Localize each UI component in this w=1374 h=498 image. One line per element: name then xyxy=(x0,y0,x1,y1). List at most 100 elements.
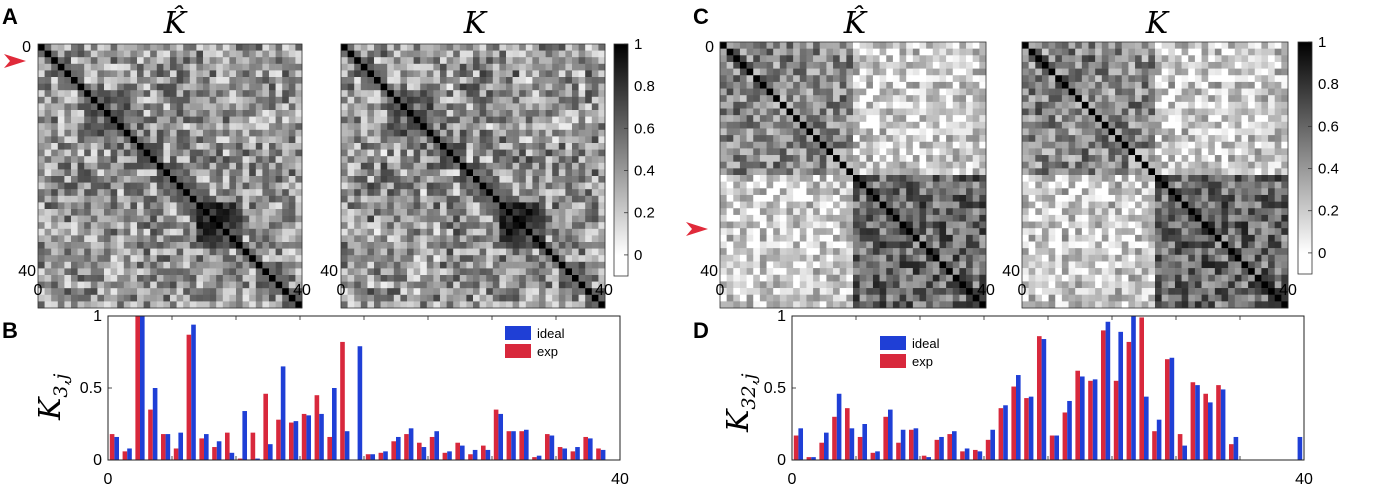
heatmap-cell xyxy=(532,248,540,256)
heatmap-cell xyxy=(400,235,408,243)
heatmap-cell xyxy=(249,90,257,98)
heatmap-cell xyxy=(275,96,283,104)
heatmap-cell xyxy=(44,202,52,210)
heatmap-cell xyxy=(44,261,52,269)
heatmap-cell xyxy=(912,88,920,96)
heatmap-cell xyxy=(360,90,368,98)
heatmap-cell xyxy=(932,148,940,156)
heatmap-cell xyxy=(512,50,520,58)
heatmap-cell xyxy=(753,288,761,295)
heatmap-cell xyxy=(275,176,283,183)
heatmap-cell xyxy=(466,70,474,78)
heatmap-cell xyxy=(473,123,480,131)
heatmap-cell xyxy=(720,261,727,269)
heatmap-cell xyxy=(598,209,606,216)
heatmap-cell xyxy=(51,209,59,216)
heatmap-cell xyxy=(799,75,807,83)
heatmap-cell xyxy=(347,143,355,150)
heatmap-cell xyxy=(872,294,880,302)
heatmap-cell xyxy=(84,255,92,263)
heatmap-cell xyxy=(440,248,447,256)
heatmap-cell xyxy=(912,274,920,282)
heatmap-cell xyxy=(275,182,283,190)
heatmap-cell xyxy=(585,63,593,71)
heatmap-cell xyxy=(209,77,217,84)
heatmap-cell xyxy=(1035,42,1043,49)
heatmap-cell xyxy=(426,169,434,177)
heatmap-cell xyxy=(156,222,164,230)
heatmap-cell xyxy=(440,90,447,98)
heatmap-cell xyxy=(433,235,441,243)
heatmap-cell xyxy=(966,148,973,156)
heatmap-cell xyxy=(826,101,834,109)
heatmap-cell xyxy=(97,96,105,104)
heatmap-cell xyxy=(846,68,854,76)
heatmap-cell xyxy=(130,248,138,256)
heatmap-cell xyxy=(506,261,513,269)
heatmap-cell xyxy=(242,77,250,84)
heatmap-cell xyxy=(952,175,960,182)
heatmap-cell xyxy=(859,188,867,196)
heatmap-cell xyxy=(420,83,428,91)
heatmap-cell xyxy=(912,42,920,49)
heatmap-cell xyxy=(236,123,243,131)
heatmap-cell xyxy=(952,248,960,256)
heatmap-cell xyxy=(236,261,243,269)
heatmap-cell xyxy=(433,162,441,170)
heatmap-cell xyxy=(946,101,954,109)
heatmap-cell xyxy=(71,228,78,236)
heatmap-cell xyxy=(799,214,807,222)
heatmap-cell xyxy=(473,77,480,84)
heatmap-cell xyxy=(209,90,217,98)
heatmap-cell xyxy=(598,143,606,150)
heatmap-cell xyxy=(779,81,787,89)
heatmap-cell xyxy=(117,149,125,157)
heatmap-cell xyxy=(572,162,579,170)
heatmap-cell xyxy=(892,55,900,63)
heatmap-cell xyxy=(512,261,520,269)
heatmap-cell xyxy=(360,96,368,104)
heatmap-cell xyxy=(819,181,827,189)
heatmap-cell xyxy=(77,242,85,249)
heatmap-cell xyxy=(156,156,164,164)
heatmap-cell xyxy=(137,156,144,164)
heatmap-cell xyxy=(979,194,987,202)
heatmap-cell xyxy=(932,115,940,123)
heatmap-cell xyxy=(269,182,276,190)
heatmap-cell xyxy=(859,194,867,202)
heatmap-cell xyxy=(380,248,388,256)
heatmap-cell xyxy=(130,261,138,269)
heatmap-cell xyxy=(242,169,250,177)
heatmap-cell xyxy=(170,143,177,150)
heatmap-cell xyxy=(117,136,125,144)
heatmap-cell xyxy=(393,176,401,183)
heatmap-cell xyxy=(71,176,78,183)
heatmap-cell xyxy=(492,149,500,157)
heatmap-cell xyxy=(979,55,987,63)
heatmap-cell xyxy=(183,136,191,144)
heatmap-cell xyxy=(786,181,794,189)
heatmap-cell xyxy=(972,268,980,276)
heatmap-cell xyxy=(525,242,533,249)
heatmap-cell xyxy=(866,261,874,269)
heatmap-cell xyxy=(400,176,408,183)
heatmap-cell xyxy=(393,169,401,177)
heatmap-cell xyxy=(123,222,131,230)
heatmap-cell xyxy=(143,149,151,157)
heatmap-cell xyxy=(262,189,270,197)
heatmap-cell xyxy=(269,261,276,269)
heatmap-cell xyxy=(1095,42,1103,49)
heatmap-cell xyxy=(779,234,787,242)
heatmap-cell xyxy=(886,241,894,249)
heatmap-cell xyxy=(466,202,474,210)
heatmap-cell xyxy=(872,288,880,295)
heatmap-cell xyxy=(255,136,263,144)
heatmap-cell xyxy=(492,50,500,58)
heatmap-cell xyxy=(242,222,250,230)
heatmap-cell xyxy=(926,248,934,256)
heatmap-cell xyxy=(420,70,428,78)
heatmap-cell xyxy=(262,195,270,203)
heatmap-cell xyxy=(591,123,599,131)
heatmap-cell xyxy=(156,189,164,197)
heatmap-cell xyxy=(912,201,920,209)
